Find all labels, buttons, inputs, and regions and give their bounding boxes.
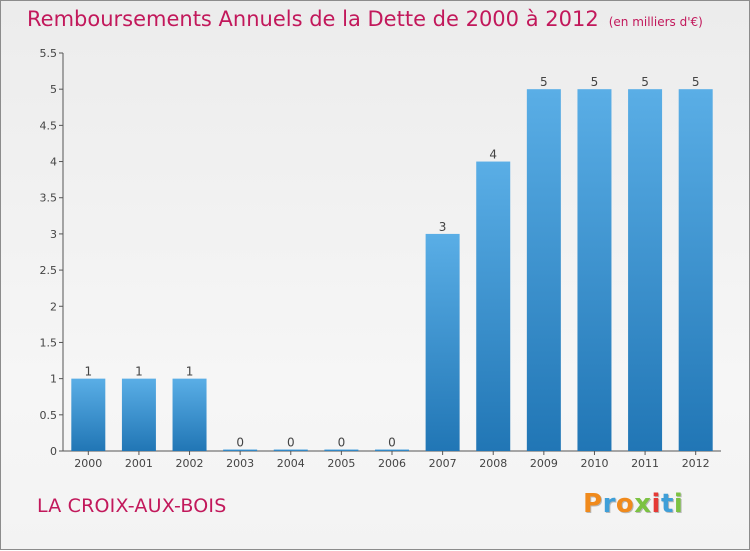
x-tick-label: 2011 [631, 457, 659, 470]
bar [324, 449, 359, 451]
y-tick-label: 5.5 [40, 47, 58, 60]
y-tick-label: 3.5 [40, 192, 58, 205]
y-tick-label: 3 [50, 228, 57, 241]
x-tick-label: 2000 [74, 457, 102, 470]
data-label: 4 [489, 148, 497, 162]
data-labels: 1 1 1 0 0 0 0 3 4 5 5 5 5 [84, 75, 699, 449]
bar [476, 161, 511, 451]
data-label: 1 [84, 365, 92, 379]
data-label: 5 [540, 75, 548, 89]
bar [577, 89, 612, 451]
data-label: 0 [388, 436, 396, 450]
bar [375, 449, 409, 451]
unit-label: (en milliers d'€) [608, 15, 703, 29]
y-tick-label: 0 [50, 445, 57, 458]
chart-title: Remboursements Annuels de la Dette de 20… [27, 7, 703, 31]
bar [526, 89, 561, 451]
bar [71, 378, 106, 451]
logo-letter: i [673, 489, 684, 519]
logo-letter: o [615, 489, 635, 519]
data-label: 3 [439, 220, 447, 234]
data-label: 0 [287, 436, 295, 450]
y-tick-label: 0.5 [40, 409, 58, 422]
data-label: 0 [338, 436, 346, 450]
logo-letter: r [602, 489, 616, 519]
y-tick-label: 1 [50, 373, 57, 386]
chart-title-text: Remboursements Annuels de la Dette de 20… [27, 7, 599, 31]
x-tick-label: 2001 [125, 457, 153, 470]
data-label: 1 [135, 365, 143, 379]
logo-letter: x [634, 489, 652, 519]
y-tick-label: 2.5 [40, 264, 58, 277]
x-tick-label: 2008 [479, 457, 507, 470]
y-tick-label: 4.5 [40, 119, 58, 132]
bar [223, 449, 258, 451]
bar [628, 89, 663, 451]
x-tick-label: 2009 [530, 457, 558, 470]
logo-letter: i [651, 489, 661, 519]
axes: 0 0.5 1 1.5 2 2.5 3 3.5 4 4.5 5 5.5 2000 2001 2002 2003… [40, 47, 721, 470]
data-label: 5 [591, 75, 599, 89]
bars [71, 89, 713, 451]
bar [678, 89, 713, 451]
logo-letter: P [583, 489, 603, 519]
x-tick-label: 2010 [580, 457, 608, 470]
x-tick-label: 2005 [327, 457, 355, 470]
bar [425, 233, 460, 451]
x-tick-label: 2012 [682, 457, 710, 470]
location-name: LA CROIX-AUX-BOIS [37, 495, 227, 517]
bar [172, 378, 207, 451]
bar [273, 449, 308, 451]
data-label: 5 [641, 75, 649, 89]
y-tick-label: 1.5 [40, 336, 58, 349]
x-tick-label: 2006 [378, 457, 406, 470]
data-label: 0 [236, 436, 244, 450]
y-tick-label: 5 [50, 83, 57, 96]
y-tick-label: 4 [50, 156, 57, 169]
data-label: 1 [186, 365, 194, 379]
logo-letter: t [660, 489, 674, 519]
x-tick-label: 2003 [226, 457, 254, 470]
data-label: 5 [692, 75, 700, 89]
x-tick-label: 2002 [176, 457, 204, 470]
y-tick-label: 2 [50, 300, 57, 313]
x-tick-label: 2007 [429, 457, 457, 470]
x-tick-label: 2004 [277, 457, 305, 470]
bar [121, 378, 156, 451]
proxiti-logo: Proxiti [583, 489, 683, 519]
